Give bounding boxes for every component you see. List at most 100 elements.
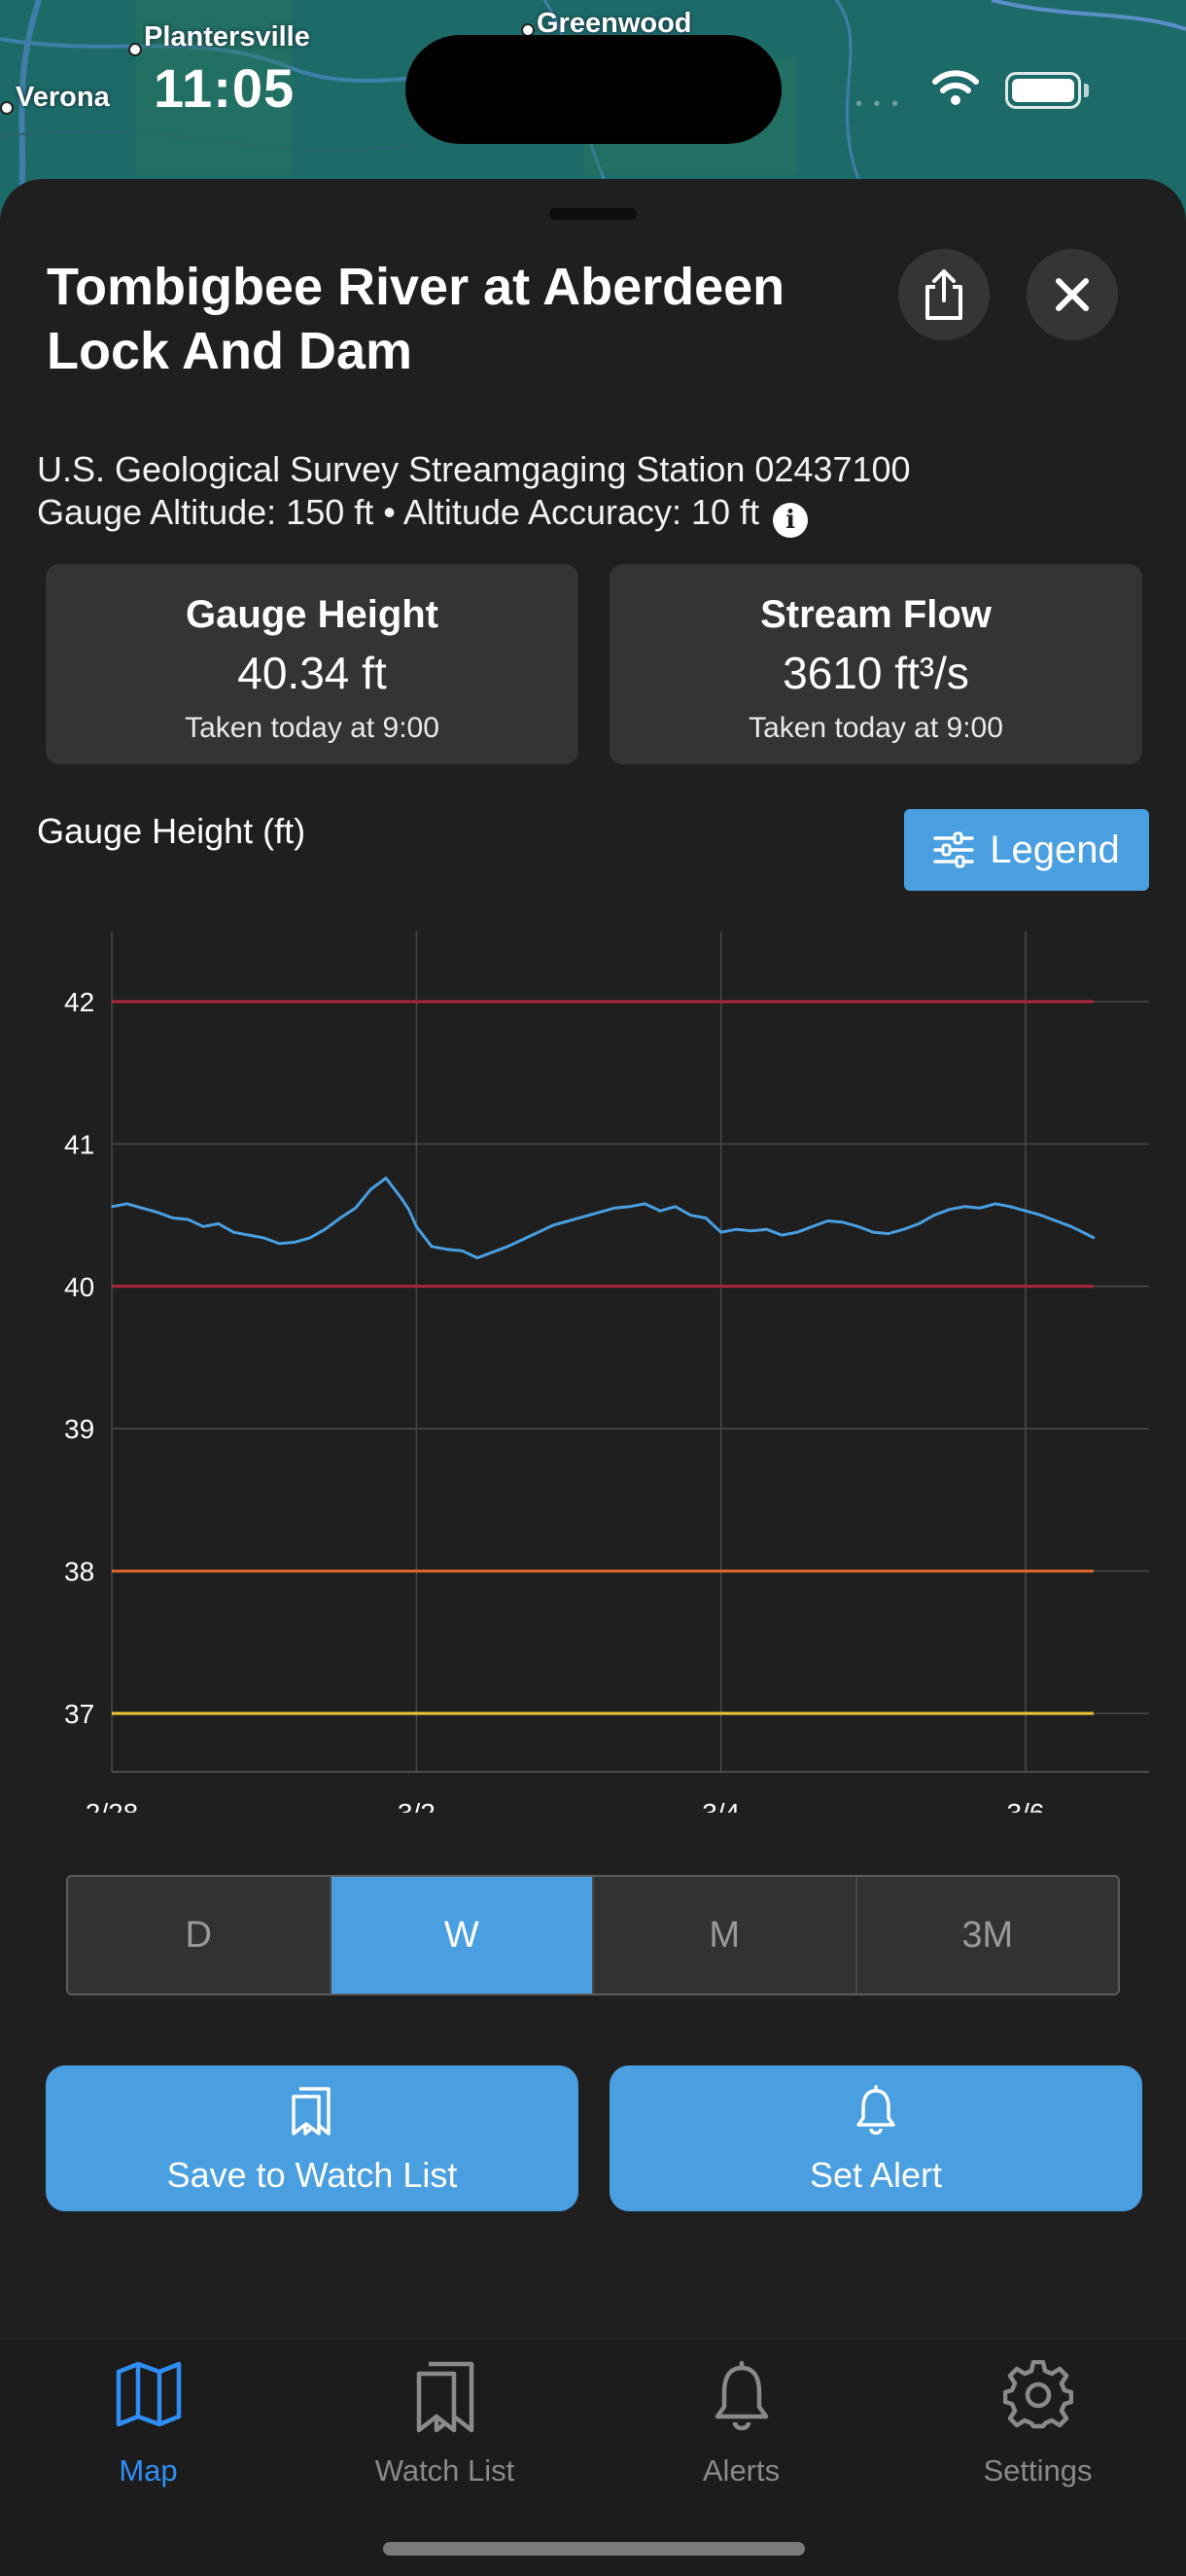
data-point: [1025, 1210, 1027, 1213]
data-point: [1093, 1237, 1096, 1239]
chart-heading: Gauge Height (ft): [37, 811, 306, 851]
data-point: [308, 1237, 311, 1239]
data-point: [719, 1231, 722, 1233]
y-tick-label: 41: [64, 1129, 94, 1159]
info-icon[interactable]: i: [773, 503, 809, 538]
data-point: [842, 1221, 844, 1223]
card-title: Gauge Height: [185, 593, 439, 636]
data-point: [582, 1216, 585, 1217]
data-point: [689, 1214, 692, 1217]
alert-label: Set Alert: [809, 2155, 943, 2195]
data-point: [187, 1218, 190, 1220]
close-icon: [1056, 278, 1089, 311]
data-point: [278, 1243, 281, 1245]
data-point: [902, 1228, 905, 1231]
range-option-3m[interactable]: 3M: [961, 1914, 1014, 1956]
altitude-line: Gauge Altitude: 150 ft • Altitude Accura…: [37, 492, 809, 538]
tab-settings[interactable]: Settings: [890, 2339, 1186, 2514]
data-point: [963, 1206, 966, 1208]
card-value: 40.34 ft: [237, 648, 387, 698]
sheet-grabber[interactable]: [549, 208, 637, 220]
card-title: Stream Flow: [760, 593, 992, 636]
data-point: [735, 1228, 738, 1231]
tab-label: Map: [119, 2453, 178, 2488]
data-point: [872, 1231, 875, 1233]
x-tick-label: 3/4: [702, 1798, 740, 1813]
data-point: [461, 1250, 464, 1252]
tab-watch-list[interactable]: Watch List: [296, 2339, 593, 2514]
data-point: [918, 1222, 921, 1225]
data-point: [248, 1234, 250, 1236]
data-point: [294, 1241, 296, 1244]
tab-label: Watch List: [374, 2453, 515, 2488]
y-tick-label: 38: [64, 1557, 94, 1587]
save-label: Save to Watch List: [166, 2155, 458, 2195]
altitude-text: Gauge Altitude: 150 ft • Altitude Accura…: [37, 492, 760, 532]
map-dot: [0, 101, 14, 115]
data-point: [674, 1206, 677, 1208]
station-sheet: Tombigbee River at Aberdeen Lock And Dam…: [0, 179, 1186, 2576]
data-point: [644, 1203, 646, 1205]
card-timestamp: Taken today at 9:00: [185, 712, 439, 744]
tab-label: Alerts: [702, 2453, 781, 2488]
data-point: [262, 1237, 265, 1239]
y-tick-label: 39: [64, 1414, 94, 1444]
data-point: [1055, 1219, 1058, 1222]
tab-map[interactable]: Map: [0, 2339, 296, 2514]
data-point: [171, 1217, 174, 1219]
range-option-w[interactable]: W: [331, 1877, 594, 1994]
legend-label: Legend: [990, 828, 1120, 871]
x-tick-label: 2/28: [86, 1798, 139, 1813]
data-point: [202, 1225, 204, 1228]
data-point: [598, 1211, 601, 1214]
legend-button[interactable]: Legend: [904, 809, 1149, 891]
y-tick-label: 37: [64, 1699, 94, 1729]
close-button[interactable]: [1027, 249, 1118, 340]
x-tick-label: 3/6: [1007, 1798, 1045, 1813]
share-button[interactable]: [898, 249, 990, 340]
data-point: [111, 1206, 113, 1208]
data-point: [537, 1231, 540, 1233]
data-point: [856, 1225, 859, 1228]
data-point: [491, 1251, 494, 1253]
data-point: [568, 1219, 570, 1222]
data-point: [400, 1197, 402, 1199]
bookmarks-icon: [292, 2087, 331, 2135]
data-point: [141, 1207, 144, 1210]
data-point: [705, 1217, 707, 1219]
data-point: [339, 1217, 341, 1219]
data-point: [157, 1211, 158, 1214]
data-point: [552, 1224, 555, 1226]
range-option-d[interactable]: D: [68, 1877, 331, 1994]
share-icon: [925, 269, 962, 320]
data-point: [217, 1222, 220, 1225]
data-point: [476, 1256, 478, 1259]
gear-icon: [1002, 2360, 1073, 2429]
data-point: [445, 1248, 448, 1251]
data-point: [979, 1207, 981, 1210]
data-point: [407, 1208, 410, 1211]
tab-alerts[interactable]: Alerts: [593, 2339, 890, 2514]
map-label-plantersville: Plantersville: [144, 21, 310, 53]
bell-icon: [856, 2085, 895, 2135]
home-indicator[interactable]: [383, 2542, 805, 2556]
data-point: [933, 1214, 935, 1217]
data-point: [994, 1203, 996, 1205]
gauge-height-card: Gauge Height 40.34 ft Taken today at 9:0…: [46, 564, 578, 764]
data-point: [1039, 1214, 1042, 1217]
map-icon: [116, 2361, 181, 2427]
card-timestamp: Taken today at 9:00: [749, 712, 1003, 744]
station-id-text: U.S. Geological Survey Streamgaging Stat…: [37, 449, 911, 489]
gauge-height-chart[interactable]: 42 41 40 39 38 37 2/28 3/2 3/4 3/6: [0, 918, 1186, 1813]
data-point: [948, 1208, 951, 1211]
x-tick-label: 3/2: [398, 1798, 436, 1813]
save-to-watch-list-button[interactable]: Save to Watch List: [46, 2065, 578, 2211]
range-option-m[interactable]: M: [594, 1877, 857, 1994]
stream-flow-card: Stream Flow 3610 ft³/s Taken today at 9:…: [610, 564, 1142, 764]
data-point: [232, 1231, 235, 1233]
time-range-selector[interactable]: D W M 3M: [66, 1875, 1120, 1995]
tab-bar: Map Watch List Alerts: [0, 2338, 1186, 2576]
y-tick-label: 42: [64, 987, 94, 1017]
set-alert-button[interactable]: Set Alert: [610, 2065, 1142, 2211]
status-time: 11:05: [154, 57, 296, 119]
